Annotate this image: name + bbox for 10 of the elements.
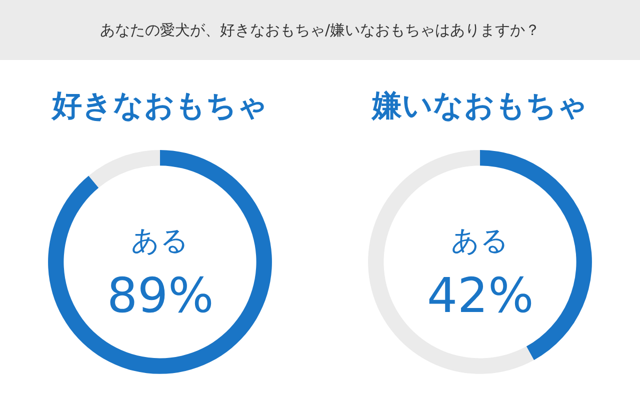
donut-slice [88,150,160,188]
text: あなたの愛犬が、好きなおもちゃ/嫌いなおもちゃはありますか？ [0,0,640,60]
slice-label: ある [131,224,189,257]
chart-title: 好きなおもちゃ [51,88,268,124]
chart-title: 嫌いなおもちゃ [371,88,588,124]
data-label: 89% [107,268,214,324]
data-label: 42% [427,268,534,324]
donut-slice [368,150,534,374]
slice-label: ある [451,224,509,257]
donut-slice [48,150,272,374]
